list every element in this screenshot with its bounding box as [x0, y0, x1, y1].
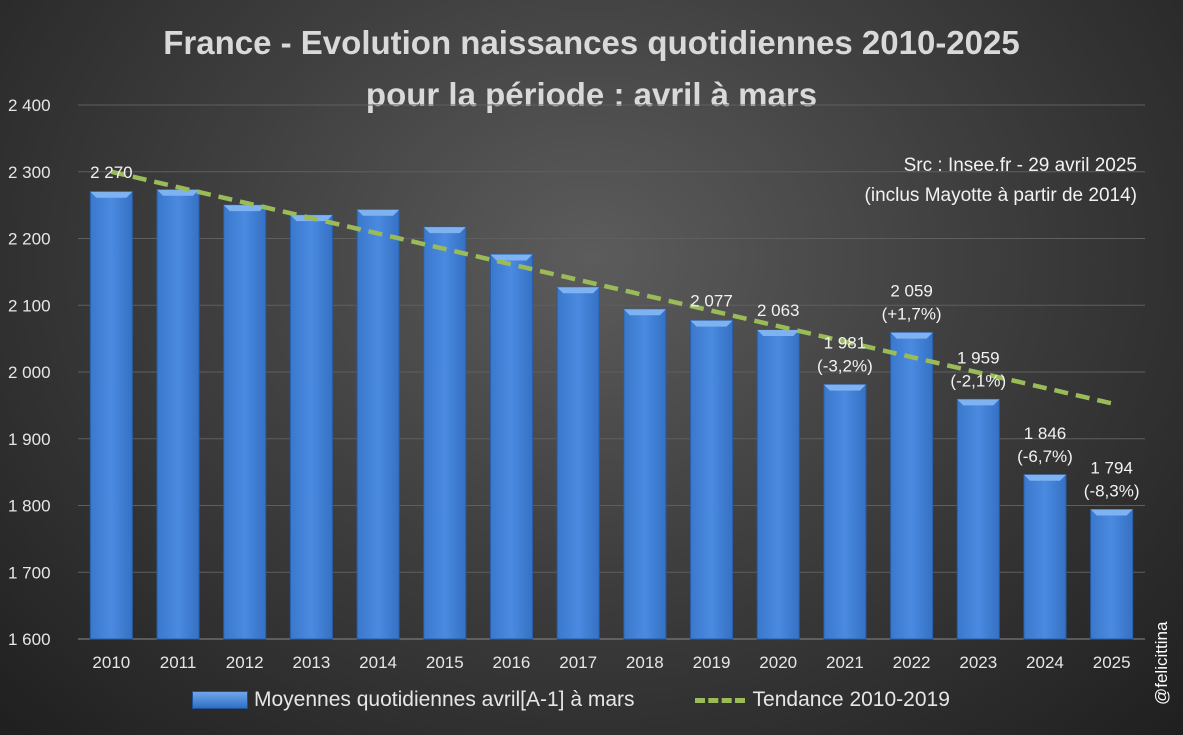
x-tick-label: 2019 [693, 653, 731, 672]
x-tick-label: 2012 [226, 653, 264, 672]
source-note-mayotte: (inclus Mayotte à partir de 2014) [864, 185, 1137, 206]
bar-bevel [557, 287, 600, 294]
y-tick-label: 1 700 [8, 563, 51, 582]
y-tick-label: 2 400 [8, 96, 51, 115]
legend-bar-label: Moyennes quotidiennes avril[A-1] à mars [254, 688, 635, 711]
data-label: 2 059 [890, 282, 933, 301]
data-label: 2 063 [757, 301, 800, 320]
bar [556, 286, 600, 640]
data-label: (+1,7%) [882, 305, 942, 324]
bar [423, 226, 467, 640]
bar-bevel [423, 227, 466, 234]
legend-trend-label: Tendance 2010-2019 [752, 688, 950, 711]
chart-title-line2: pour la période : avril à mars [365, 76, 818, 113]
bar [756, 329, 800, 640]
bar-bevel [357, 209, 400, 216]
bar-bevel [1090, 509, 1133, 516]
x-tick-label: 2014 [359, 653, 397, 672]
bar-bevel [223, 205, 266, 212]
bar-bevel [757, 329, 800, 336]
bar [1023, 474, 1067, 640]
x-tick-label: 2011 [160, 653, 197, 672]
data-label: 1 959 [957, 348, 1000, 367]
data-label: 2 270 [90, 163, 133, 182]
legend-bar-swatch [192, 691, 248, 709]
x-tick-label: 2020 [759, 653, 797, 672]
bar [289, 214, 333, 640]
bar [890, 332, 934, 640]
x-tick-label: 2017 [559, 653, 597, 672]
x-tick-label: 2023 [959, 653, 997, 672]
bar-bevel [157, 189, 200, 196]
x-tick-label: 2024 [1026, 653, 1064, 672]
y-tick-label: 2 100 [8, 296, 51, 315]
bar [956, 398, 1000, 640]
bar [1090, 509, 1134, 640]
x-tick-label: 2016 [493, 653, 531, 672]
bar-bevel [957, 399, 1000, 406]
y-tick-label: 1 900 [8, 430, 51, 449]
bar [89, 191, 133, 640]
data-label: (-8,3%) [1084, 482, 1140, 501]
source-note: Src : Insee.fr - 29 avril 2025 [903, 155, 1137, 176]
x-tick-label: 2010 [92, 653, 130, 672]
x-tick-label: 2013 [292, 653, 330, 672]
x-tick-label: 2018 [626, 653, 664, 672]
chart-title-line1: France - Evolution naissances quotidienn… [163, 24, 1020, 61]
legend-trend-swatch [694, 697, 745, 703]
legend: Moyennes quotidiennes avril[A-1] à mars … [192, 688, 950, 712]
bar [823, 384, 867, 640]
x-tick-label: 2025 [1093, 653, 1131, 672]
data-label: (-3,2%) [817, 357, 873, 376]
bar-bevel [1023, 474, 1066, 481]
x-tick-label: 2021 [826, 653, 864, 672]
data-label: 2 077 [690, 292, 733, 311]
bar [690, 320, 734, 640]
y-tick-label: 2 300 [8, 163, 51, 182]
bar [223, 204, 267, 640]
bar-bevel [823, 384, 866, 391]
bar-bevel [623, 309, 666, 316]
bar [489, 254, 533, 640]
y-tick-label: 2 000 [8, 363, 51, 382]
trend-line [110, 169, 1113, 406]
watermark: @felicittina [1152, 621, 1171, 705]
x-tick-label: 2022 [893, 653, 931, 672]
bar [156, 189, 200, 640]
data-label: 1 794 [1090, 459, 1133, 478]
data-label: 1 846 [1024, 424, 1067, 443]
bar [623, 308, 667, 640]
data-label: (-2,1%) [950, 371, 1006, 390]
data-label: 1 981 [824, 334, 867, 353]
data-label: (-6,7%) [1017, 447, 1073, 466]
x-tick-label: 2015 [426, 653, 464, 672]
bar-bevel [90, 191, 133, 198]
y-tick-label: 2 200 [8, 230, 51, 249]
y-tick-label: 1 800 [8, 497, 51, 516]
bar-bevel [690, 320, 733, 327]
bar [356, 209, 400, 640]
bar-bevel [890, 332, 933, 339]
y-tick-label: 1 600 [8, 630, 51, 649]
bar-bevel [490, 254, 533, 261]
